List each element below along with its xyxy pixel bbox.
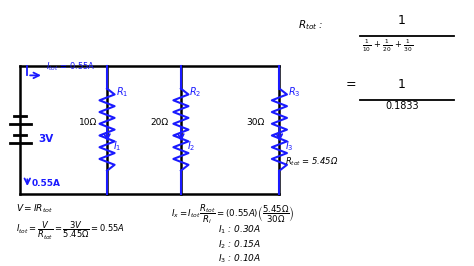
Text: $I_3$ : 0.10A: $I_3$ : 0.10A: [218, 253, 261, 265]
Text: $I_{tot} = \dfrac{V}{R_{tot}} = \dfrac{3V}{5.45\Omega} = 0.55A$: $I_{tot} = \dfrac{V}{R_{tot}} = \dfrac{3…: [16, 220, 125, 242]
Text: 30Ω: 30Ω: [246, 118, 264, 127]
Text: $R_{tot}$ = 5.45Ω: $R_{tot}$ = 5.45Ω: [285, 155, 338, 168]
Text: 0.1833: 0.1833: [385, 101, 419, 111]
Text: 1: 1: [398, 14, 406, 27]
Text: $I_1$ : 0.30A: $I_1$ : 0.30A: [218, 223, 261, 236]
Text: $R_2$: $R_2$: [190, 85, 202, 99]
Text: $R_1$: $R_1$: [116, 85, 128, 99]
Text: $I_1$: $I_1$: [113, 139, 121, 153]
Text: 1: 1: [398, 78, 406, 91]
Text: $I_2$: $I_2$: [187, 139, 195, 153]
Text: 20Ω: 20Ω: [150, 118, 168, 127]
Text: $I_3$: $I_3$: [285, 139, 294, 153]
Text: $I_x = I_{tot}\dfrac{R_{tot}}{R_i} = (0.55A)\left(\dfrac{5.45\Omega}{30\Omega}\r: $I_x = I_{tot}\dfrac{R_{tot}}{R_i} = (0.…: [171, 202, 295, 226]
Text: 3V: 3V: [38, 135, 54, 144]
Text: 10Ω: 10Ω: [79, 118, 97, 127]
Text: $I_2$ : 0.15A: $I_2$ : 0.15A: [218, 238, 261, 251]
Text: $R_{tot}$ :: $R_{tot}$ :: [298, 19, 324, 32]
Text: $\frac{1}{10}$ + $\frac{1}{20}$ + $\frac{1}{30}$: $\frac{1}{10}$ + $\frac{1}{20}$ + $\frac…: [362, 37, 413, 53]
Text: $I_{tot}$ = 0.55A: $I_{tot}$ = 0.55A: [46, 60, 96, 73]
Text: 0.55A: 0.55A: [32, 179, 61, 188]
Text: =: =: [346, 78, 356, 91]
Text: $R_3$: $R_3$: [288, 85, 301, 99]
Text: $V = IR_{tot}$: $V = IR_{tot}$: [16, 202, 53, 215]
